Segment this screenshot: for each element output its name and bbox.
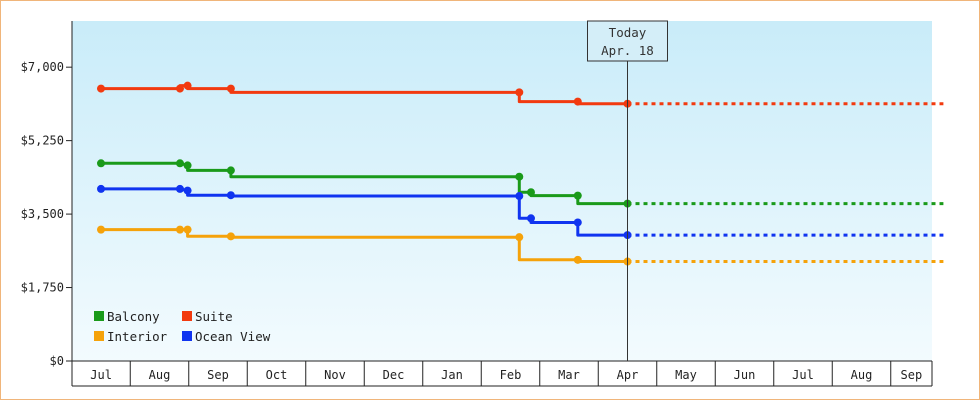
x-tick-label: Jun — [734, 368, 756, 382]
data-point — [226, 166, 235, 175]
data-point — [573, 255, 582, 264]
data-point — [226, 84, 235, 93]
series-balcony — [97, 159, 944, 208]
data-point — [97, 84, 105, 93]
plot-area-background — [72, 21, 932, 361]
legend-label: Ocean View — [195, 329, 271, 344]
data-point — [515, 233, 524, 242]
legend-label: Suite — [195, 309, 233, 324]
legend-swatch — [94, 331, 104, 341]
x-tick-label: Sep — [901, 368, 923, 382]
legend-label: Interior — [107, 329, 168, 344]
y-tick-label: $0 — [50, 354, 64, 368]
series-suite — [97, 81, 944, 108]
legend-swatch — [94, 311, 104, 321]
data-point — [183, 225, 192, 234]
data-point — [175, 159, 184, 168]
series-ocean-view — [97, 184, 944, 240]
data-point — [515, 192, 524, 201]
x-tick-label: Jul — [792, 368, 814, 382]
x-tick-label: Sep — [207, 368, 229, 382]
x-tick-label: Jan — [441, 368, 463, 382]
data-point — [226, 191, 235, 200]
data-point — [97, 159, 105, 168]
data-point — [183, 161, 192, 170]
chart-legend: Balcony Suite Interior Ocean View — [94, 309, 271, 344]
legend-label: Balcony — [107, 309, 160, 324]
y-tick-label: $5,250 — [21, 134, 64, 148]
today-callout-title: Today — [609, 25, 647, 40]
legend-swatch — [182, 311, 192, 321]
data-point — [183, 81, 192, 90]
x-tick-label: May — [675, 368, 697, 382]
data-point — [515, 172, 524, 181]
data-point — [573, 97, 582, 106]
x-tick-label: Aug — [149, 368, 171, 382]
data-point — [526, 188, 535, 197]
data-point — [97, 184, 105, 193]
x-tick-label: Mar — [558, 368, 580, 382]
data-point — [573, 218, 582, 227]
legend-swatch — [182, 331, 192, 341]
data-point — [175, 84, 184, 93]
data-point — [526, 214, 535, 223]
data-point — [175, 184, 184, 193]
y-tick-label: $1,750 — [21, 281, 64, 295]
data-point — [175, 225, 184, 234]
x-tick-label: Oct — [266, 368, 288, 382]
data-point — [573, 191, 582, 200]
y-tick-label: $7,000 — [21, 60, 64, 74]
data-point — [226, 232, 235, 241]
x-tick-label: Jul — [90, 368, 112, 382]
series-interior — [97, 225, 944, 266]
today-callout-date: Apr. 18 — [601, 43, 654, 58]
y-tick-label: $3,500 — [21, 207, 64, 221]
data-point — [515, 88, 524, 97]
x-tick-label: Aug — [851, 368, 873, 382]
data-point — [183, 186, 192, 195]
x-tick-label: Dec — [383, 368, 405, 382]
x-tick-label: Apr — [617, 368, 639, 382]
x-tick-label: Feb — [500, 368, 522, 382]
today-callout-box — [587, 20, 668, 62]
x-tick-label: Nov — [324, 368, 346, 382]
data-point — [97, 225, 105, 234]
